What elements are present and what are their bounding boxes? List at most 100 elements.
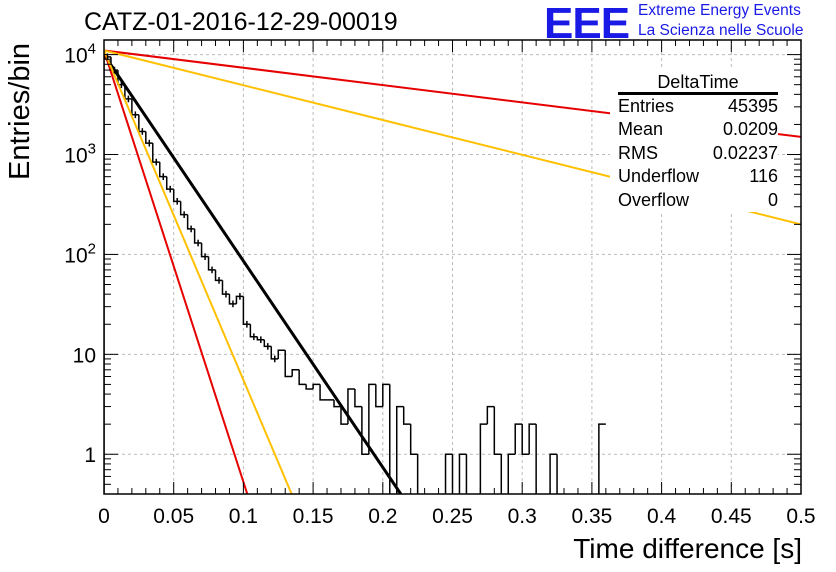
histogram-bin: [291, 369, 300, 377]
histogram-bin: [256, 336, 265, 341]
y-tick-label: 104: [64, 41, 96, 68]
histogram-bin: [354, 388, 362, 408]
histogram-bin: [493, 406, 502, 455]
histogram-bin: [312, 383, 321, 389]
stats-row-entries: Entries 45395: [610, 95, 778, 118]
stats-label: Mean: [618, 119, 664, 140]
histogram-bin: [200, 243, 209, 258]
x-tick-label: 0.15: [293, 505, 334, 528]
histogram-bin: [172, 189, 181, 203]
x-tick-label: 0.1: [229, 505, 258, 528]
x-axis-label: Time difference [s]: [573, 533, 802, 564]
histogram-bin: [479, 423, 488, 494]
series-line: [104, 53, 403, 494]
stats-box: DeltaTime Entries 45395 Mean 0.0209 RMS …: [610, 70, 778, 212]
x-tick-label: 0.3: [508, 505, 537, 528]
histogram-bin: [284, 350, 293, 378]
stats-label: Overflow: [618, 189, 690, 210]
x-tick-label: 0.35: [571, 505, 612, 528]
histogram-bin: [465, 454, 468, 494]
x-tick-label: 0.45: [711, 505, 752, 528]
x-tick-label: 0.4: [647, 505, 677, 528]
stats-row-rms: RMS 0.02237: [610, 142, 778, 165]
histogram-bin: [340, 406, 348, 425]
histogram-bin: [361, 406, 369, 455]
histogram-bin: [598, 423, 606, 494]
histogram-bin: [319, 384, 328, 401]
stats-row-mean: Mean 0.0209: [610, 118, 778, 141]
x-tick-label: 0.2: [368, 505, 397, 528]
stats-label: RMS: [618, 142, 658, 163]
stats-row-overflow: Overflow 0: [610, 189, 778, 212]
y-tick-label: 103: [64, 141, 96, 168]
histogram-bin: [214, 269, 223, 282]
histogram-bin: [159, 162, 167, 178]
histogram-bin: [298, 369, 307, 386]
y-tick-label: 10: [73, 344, 96, 367]
histogram-bin: [270, 346, 279, 360]
histogram-bin: [382, 383, 390, 407]
stats-value: 0.02237: [712, 142, 778, 163]
y-axis-label: Entries/bin: [4, 42, 36, 180]
histogram-bin: [207, 256, 216, 271]
histogram-bin: [535, 424, 537, 494]
series-line: [104, 50, 293, 494]
histogram-bin: [152, 143, 160, 163]
series-line: [104, 50, 249, 494]
histogram-bin: [444, 453, 453, 494]
stats-row-underflow: Underflow 116: [610, 165, 778, 188]
stats-title: DeltaTime: [618, 70, 778, 95]
histogram-bin: [263, 339, 272, 348]
eee-tagline-2: La Scienza nelle Scuole: [638, 22, 804, 39]
stats-value: 0: [767, 189, 778, 210]
histogram-bin: [451, 454, 454, 494]
histogram-bin: [528, 423, 537, 455]
stats-label: Underflow: [618, 166, 700, 187]
histogram-bin: [549, 453, 558, 494]
histogram-bin: [193, 228, 202, 244]
histogram-bin: [375, 384, 383, 408]
histogram-bin: [556, 454, 558, 494]
histogram-bin: [389, 384, 391, 494]
histogram-bin: [228, 294, 237, 305]
histogram-bin: [235, 295, 244, 304]
histogram-bin: [186, 214, 195, 230]
histogram-bin: [179, 201, 188, 216]
histogram-bin: [500, 454, 503, 494]
x-tick-label: 0.05: [153, 505, 194, 528]
histogram-bin: [221, 280, 230, 295]
histogram-bin: [165, 176, 174, 190]
histogram-bin: [514, 423, 523, 455]
histogram-bin: [507, 453, 516, 494]
histogram-bin: [277, 349, 286, 359]
eee-logo: EEE: [544, 0, 630, 48]
eee-tagline-1: Extreme Energy Events: [638, 2, 801, 19]
histogram-bin: [242, 296, 251, 326]
y-tick-label: 102: [64, 240, 96, 267]
histogram-bin: [458, 453, 467, 494]
histogram-bin: [249, 324, 258, 338]
x-tick-label: 0.5: [786, 505, 815, 528]
histogram-bin: [402, 406, 411, 425]
stats-label: Entries: [618, 96, 675, 116]
y-tick-label: 1: [84, 444, 96, 467]
histogram-bin: [416, 454, 419, 494]
histogram-bin: [368, 383, 376, 455]
x-tick-label: 0.25: [432, 505, 473, 528]
histogram-bin: [409, 424, 418, 455]
histogram-bin: [486, 405, 495, 425]
histogram-bin: [104, 56, 111, 494]
stats-value: 0.0209: [722, 119, 778, 140]
histogram: [104, 56, 606, 494]
x-tick-label: 0: [98, 505, 110, 528]
histogram-bin: [305, 384, 314, 390]
stats-value: 45395: [727, 96, 778, 116]
chart-title: CATZ-01-2016-12-29-00019: [84, 8, 398, 36]
histogram-bin: [333, 399, 341, 408]
histogram-bin: [521, 424, 530, 455]
stats-value: 116: [749, 166, 778, 187]
histogram-bin: [347, 388, 355, 425]
histogram-bin: [145, 131, 153, 144]
histogram-bin: [395, 405, 404, 494]
